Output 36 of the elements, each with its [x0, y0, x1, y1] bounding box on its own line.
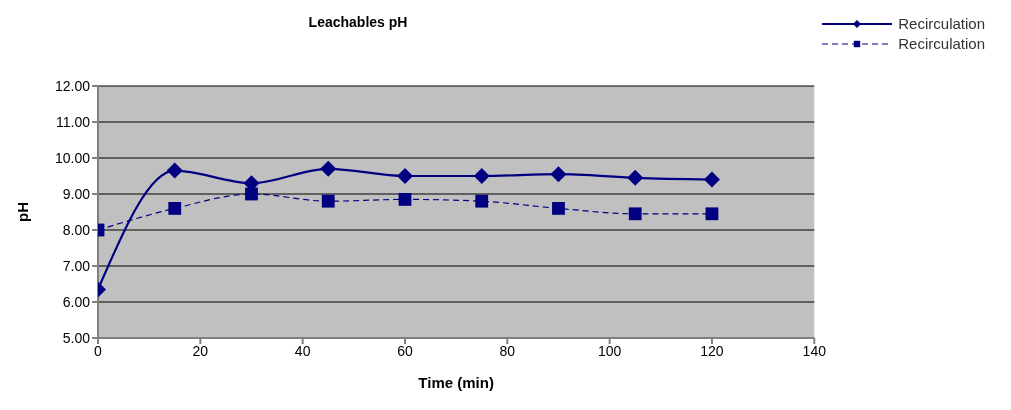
legend-label: Recirculation [898, 35, 985, 52]
y-tick-label: 12.00 [54, 77, 91, 94]
point [475, 194, 489, 208]
y-tick-label: 9.00 [62, 185, 91, 202]
x-axis-title: Time (min) [418, 374, 494, 391]
x-tick-label: 120 [700, 342, 724, 359]
point [473, 168, 490, 184]
x-tick-label: 20 [192, 342, 209, 359]
point [396, 168, 413, 184]
point [398, 193, 412, 206]
y-tick-label: 6.00 [62, 293, 91, 310]
point [245, 187, 258, 201]
x-tick-label: 100 [597, 342, 622, 359]
y-tick-label: 5.00 [62, 329, 91, 346]
point [703, 171, 720, 188]
point [705, 207, 719, 221]
x-tick-label: 40 [294, 342, 311, 359]
legend-label: Recirculation [898, 15, 985, 32]
y-axis-title: pH [14, 202, 32, 222]
x-tick-label: 60 [397, 342, 413, 359]
x-tick-label: 80 [499, 342, 516, 359]
point [320, 160, 337, 177]
point [627, 169, 644, 186]
y-tick-label: 11.00 [56, 113, 91, 130]
point [168, 202, 182, 215]
x-tick-label: 140 [802, 342, 827, 359]
x-tick-label: 0 [94, 342, 103, 359]
point [552, 202, 565, 215]
y-tick-label: 10.00 [54, 149, 91, 166]
chart-title: Leachables pH [307, 14, 409, 30]
point [628, 207, 642, 221]
point [550, 166, 567, 183]
y-tick-label: 7.00 [62, 257, 91, 274]
y-tick-label: 8.00 [62, 221, 91, 238]
point [166, 162, 183, 179]
point [321, 194, 335, 208]
